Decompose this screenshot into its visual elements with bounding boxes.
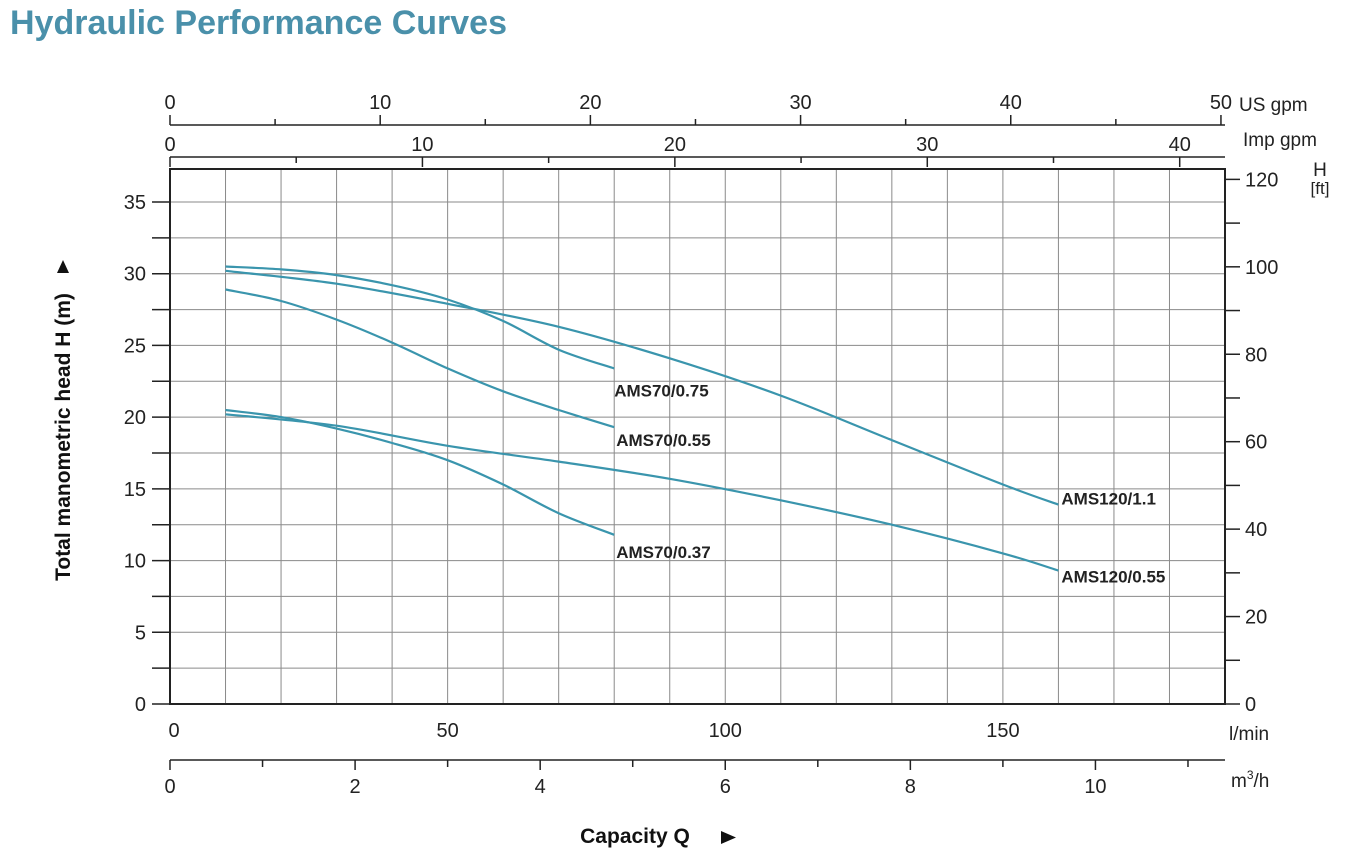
y-right-tick-label: 100 [1245,257,1278,279]
y-right-tick-label: 60 [1245,432,1267,454]
m3h-tick-label: 2 [350,776,361,798]
imp-gpm-unit: Imp gpm [1243,130,1317,151]
m3h-unit: m3/h [1231,768,1269,792]
y-left-tick-label: 15 [124,479,146,501]
y-right-tick-label: 40 [1245,519,1267,541]
us-gpm-tick-label: 40 [1000,92,1022,114]
x-axis-title: Capacity Q [580,825,690,848]
m3h-tick-label: 8 [905,776,916,798]
imp-gpm-tick-label: 20 [664,134,686,156]
y-left-tick-label: 10 [124,551,146,573]
y-axis-title: Total manometric head H (m) [52,293,75,581]
m3h-tick-label: 0 [164,776,175,798]
series-label-ams70-0-55: AMS70/0.55 [616,431,711,450]
right-axis-unit-ft: [ft] [1311,179,1330,198]
m3h-unit-sup: 3 [1247,768,1254,782]
right-axis-unit-h: H [1313,160,1327,181]
m3h-tick-label: 4 [535,776,546,798]
x-lmin-tick-label: 150 [986,720,1019,742]
x-axis-arrow-icon [721,831,736,844]
m3h-tick-label: 10 [1084,776,1106,798]
y-left-tick-label: 0 [135,694,146,716]
y-right-tick-label: 120 [1245,169,1278,191]
curve-ams70-0-37 [225,408,615,536]
y-right-tick-label: 20 [1245,607,1267,629]
y-left-tick-label: 5 [135,622,146,644]
us-gpm-tick-label: 10 [369,92,391,114]
m3h-tick-label: 6 [720,776,731,798]
y-left-tick-label: 30 [124,264,146,286]
x-lmin-tick-label: 100 [709,720,742,742]
series-label-ams70-0-37: AMS70/0.37 [616,543,711,562]
y-right-tick-label: 0 [1245,694,1256,716]
imp-gpm-tick-label: 30 [916,134,938,156]
imp-gpm-tick-label: 10 [411,134,433,156]
series-label-ams70-0-75: AMS70/0.75 [614,381,709,400]
curve-ams120-0-55 [225,413,1059,572]
y-left-tick-label: 20 [124,407,146,429]
imp-gpm-tick-label: 0 [164,134,175,156]
plot-frame [169,168,1226,705]
us-gpm-tick-label: 0 [164,92,175,114]
y-left-tick-label: 25 [124,335,146,357]
us-gpm-tick-label: 50 [1210,92,1232,114]
m3h-unit-base: m [1231,771,1247,792]
us-gpm-tick-label: 20 [579,92,601,114]
us-gpm-unit: US gpm [1239,95,1308,116]
x-lmin-tick-label: 50 [437,720,459,742]
page-title: Hydraulic Performance Curves [10,4,507,42]
imp-gpm-tick-label: 40 [1169,134,1191,156]
curve-ams70-0-75 [225,265,615,370]
series-label-ams120-1-1: AMS120/1.1 [1061,490,1156,509]
us-gpm-tick-label: 30 [789,92,811,114]
m3h-unit-tail: /h [1254,771,1270,792]
y-left-tick-label: 35 [124,192,146,214]
y-right-tick-label: 80 [1245,344,1267,366]
lmin-unit: l/min [1229,724,1269,745]
series-label-ams120-0-55: AMS120/0.55 [1061,568,1165,587]
y-axis-arrow-icon [57,260,69,273]
x-lmin-tick-label: 0 [168,720,179,742]
curve-ams120-1-1 [225,269,1059,506]
curve-ams70-0-55 [225,288,615,429]
